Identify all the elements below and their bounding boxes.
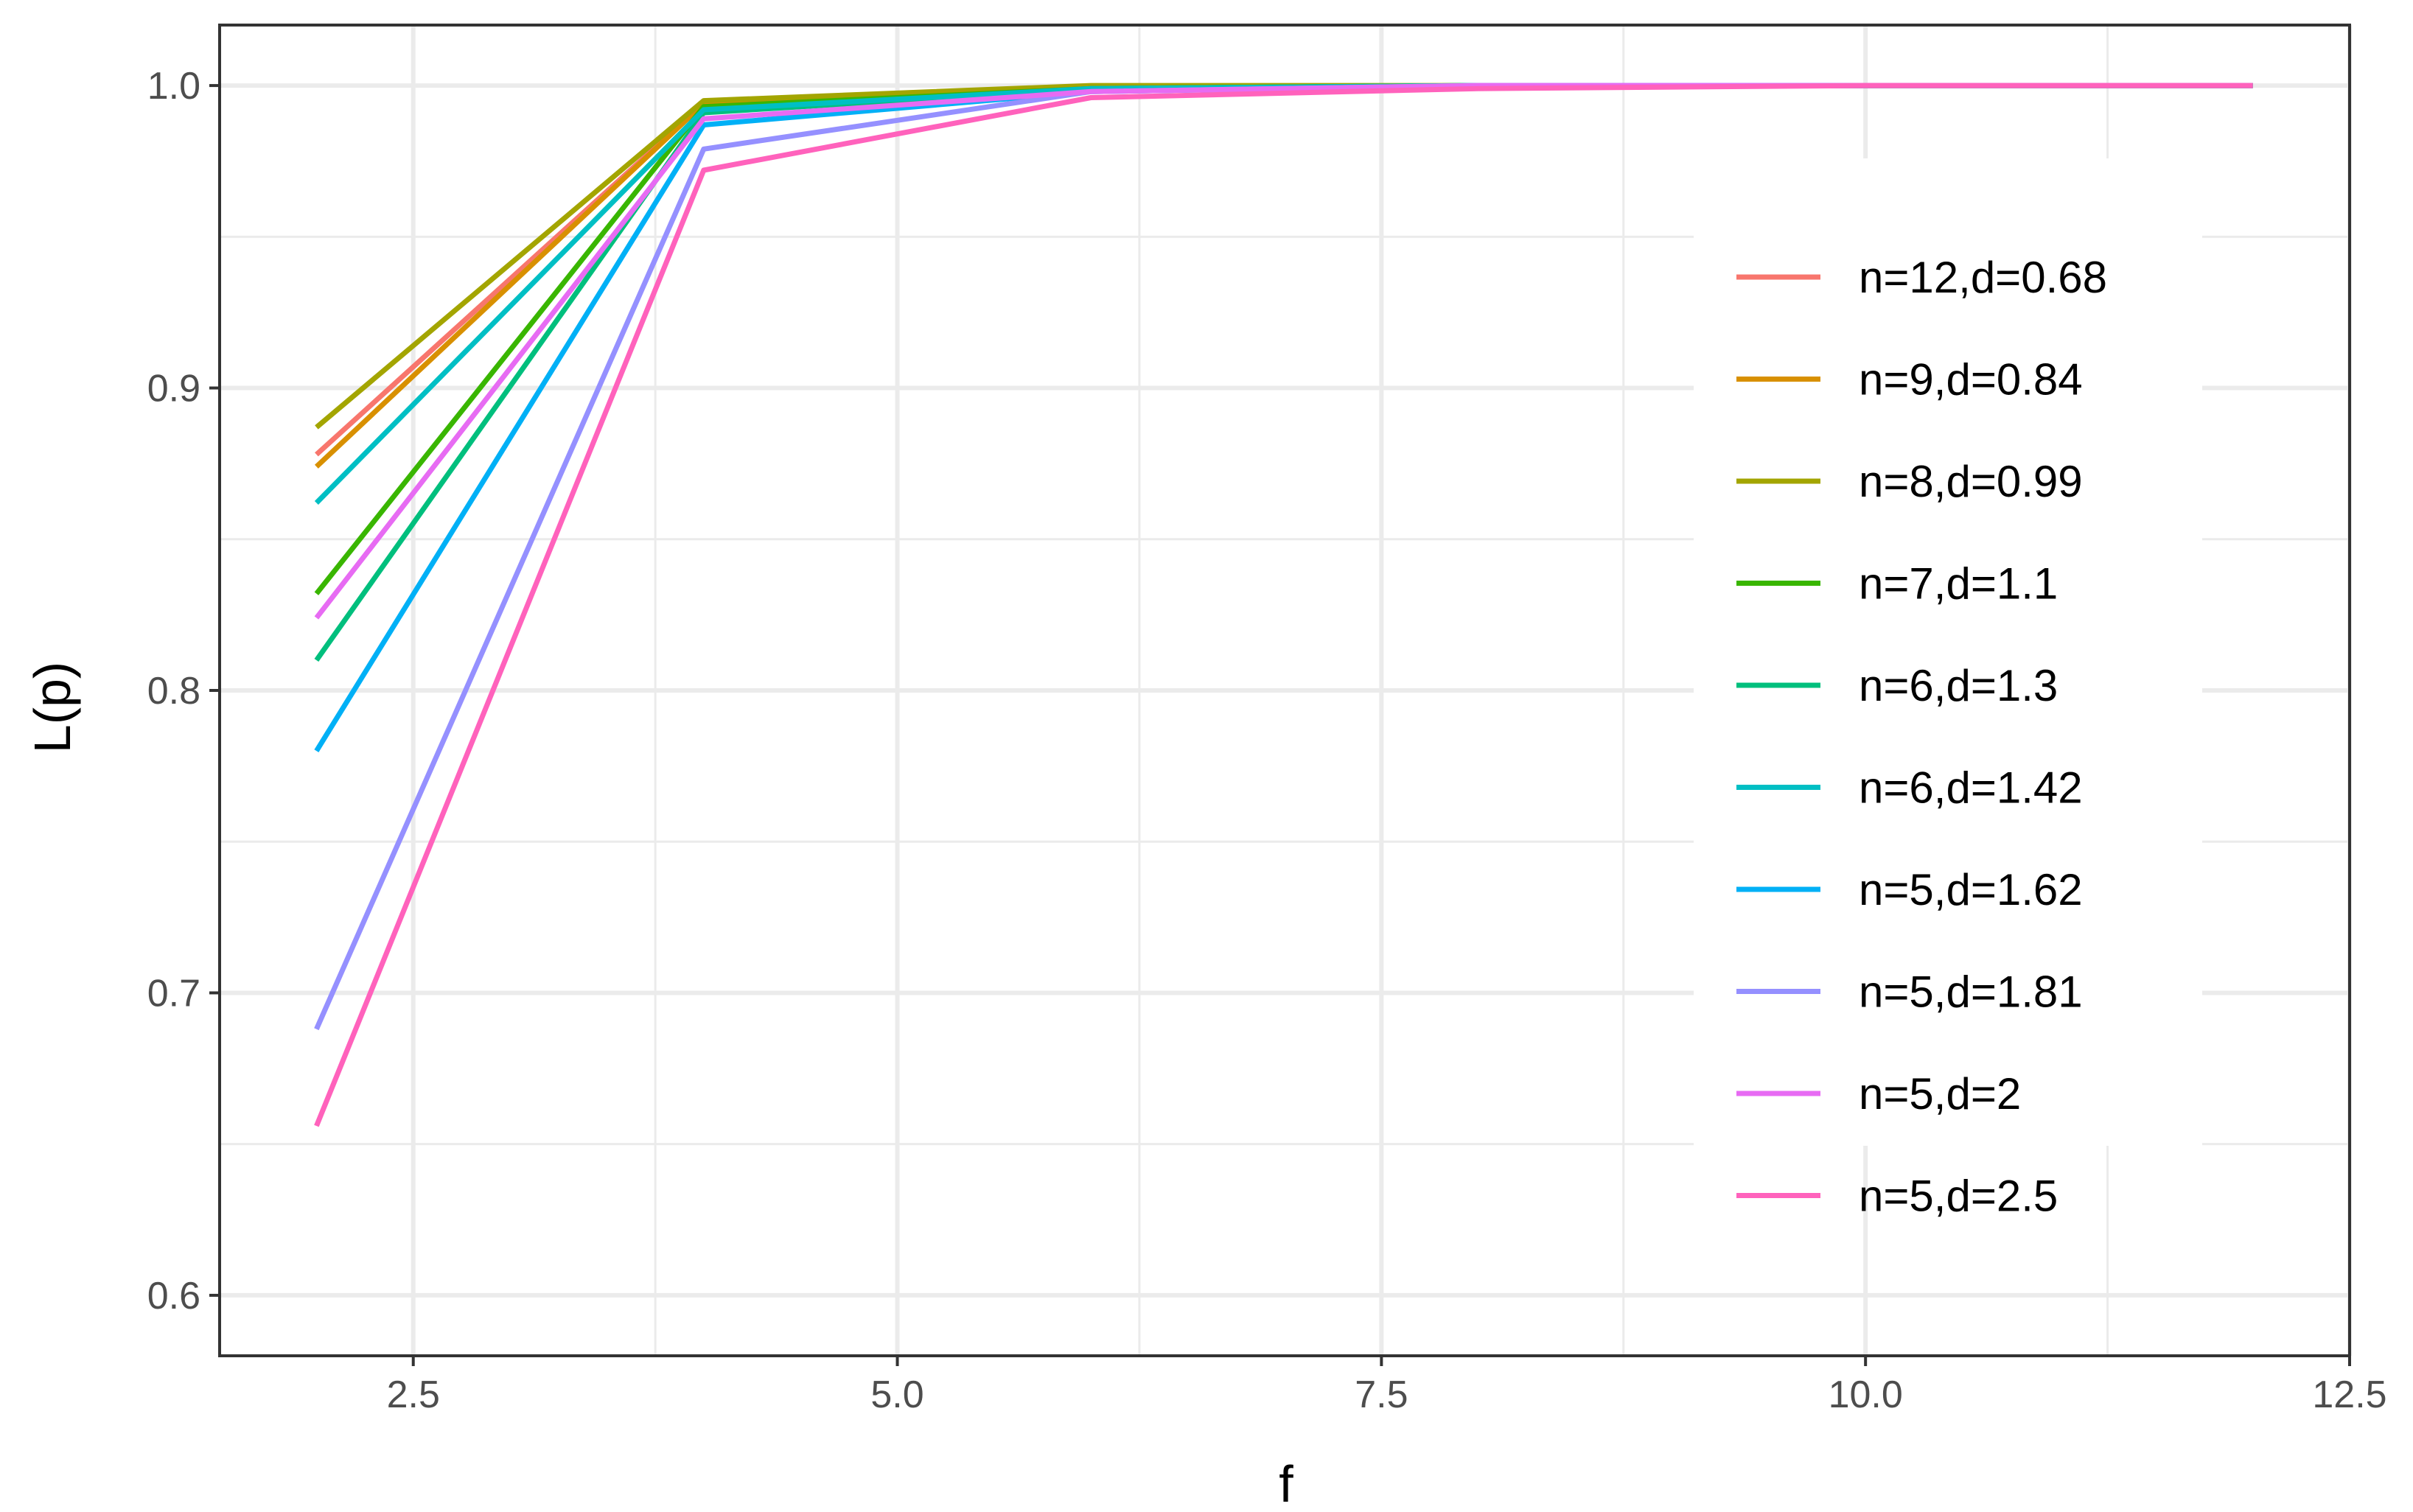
y-tick-label: 0.8 <box>147 670 200 713</box>
x-tick-label: 7.5 <box>1355 1373 1408 1416</box>
legend: n=12,d=0.68 n=9,d=0.84 n=8,d=0.99 n=7,d=1.1… <box>1694 158 2202 1221</box>
legend-label: n=12,d=0.68 <box>1859 253 2107 302</box>
x-tick-label: 10.0 <box>1829 1373 1903 1416</box>
legend-label: n=8,d=0.99 <box>1859 457 2083 506</box>
y-tick-label: 0.9 <box>147 368 200 410</box>
legend-label: n=5,d=1.62 <box>1859 865 2083 914</box>
legend-label: n=6,d=1.3 <box>1859 661 2058 710</box>
x-tick-label: 2.5 <box>387 1373 440 1416</box>
legend-label: n=5,d=2.5 <box>1859 1172 2058 1221</box>
y-axis-title: L(p) <box>24 662 81 753</box>
legend-label: n=7,d=1.1 <box>1859 559 2058 609</box>
grid <box>220 25 2352 1356</box>
y-tick-label: 0.7 <box>147 972 200 1015</box>
y-tick-label: 1.0 <box>147 65 200 108</box>
x-tick-label: 5.0 <box>870 1373 923 1416</box>
series-lines <box>314 83 2253 1127</box>
y-tick-label: 0.6 <box>147 1275 200 1317</box>
legend-label: n=5,d=2 <box>1859 1069 2021 1119</box>
legend-label: n=9,d=0.84 <box>1859 355 2083 405</box>
series-line <box>314 83 2253 1127</box>
x-axis-title: f <box>1279 1455 1293 1512</box>
x-tick-label: 12.5 <box>2312 1373 2386 1416</box>
axis-ticks: 2.5 5.0 7.5 10.0 12.5 0.6 0.7 0.8 0.9 1.0 <box>147 65 2387 1416</box>
legend-background <box>1694 158 2202 1146</box>
legend-label: n=6,d=1.42 <box>1859 763 2083 813</box>
legend-label: n=5,d=1.81 <box>1859 967 2083 1017</box>
